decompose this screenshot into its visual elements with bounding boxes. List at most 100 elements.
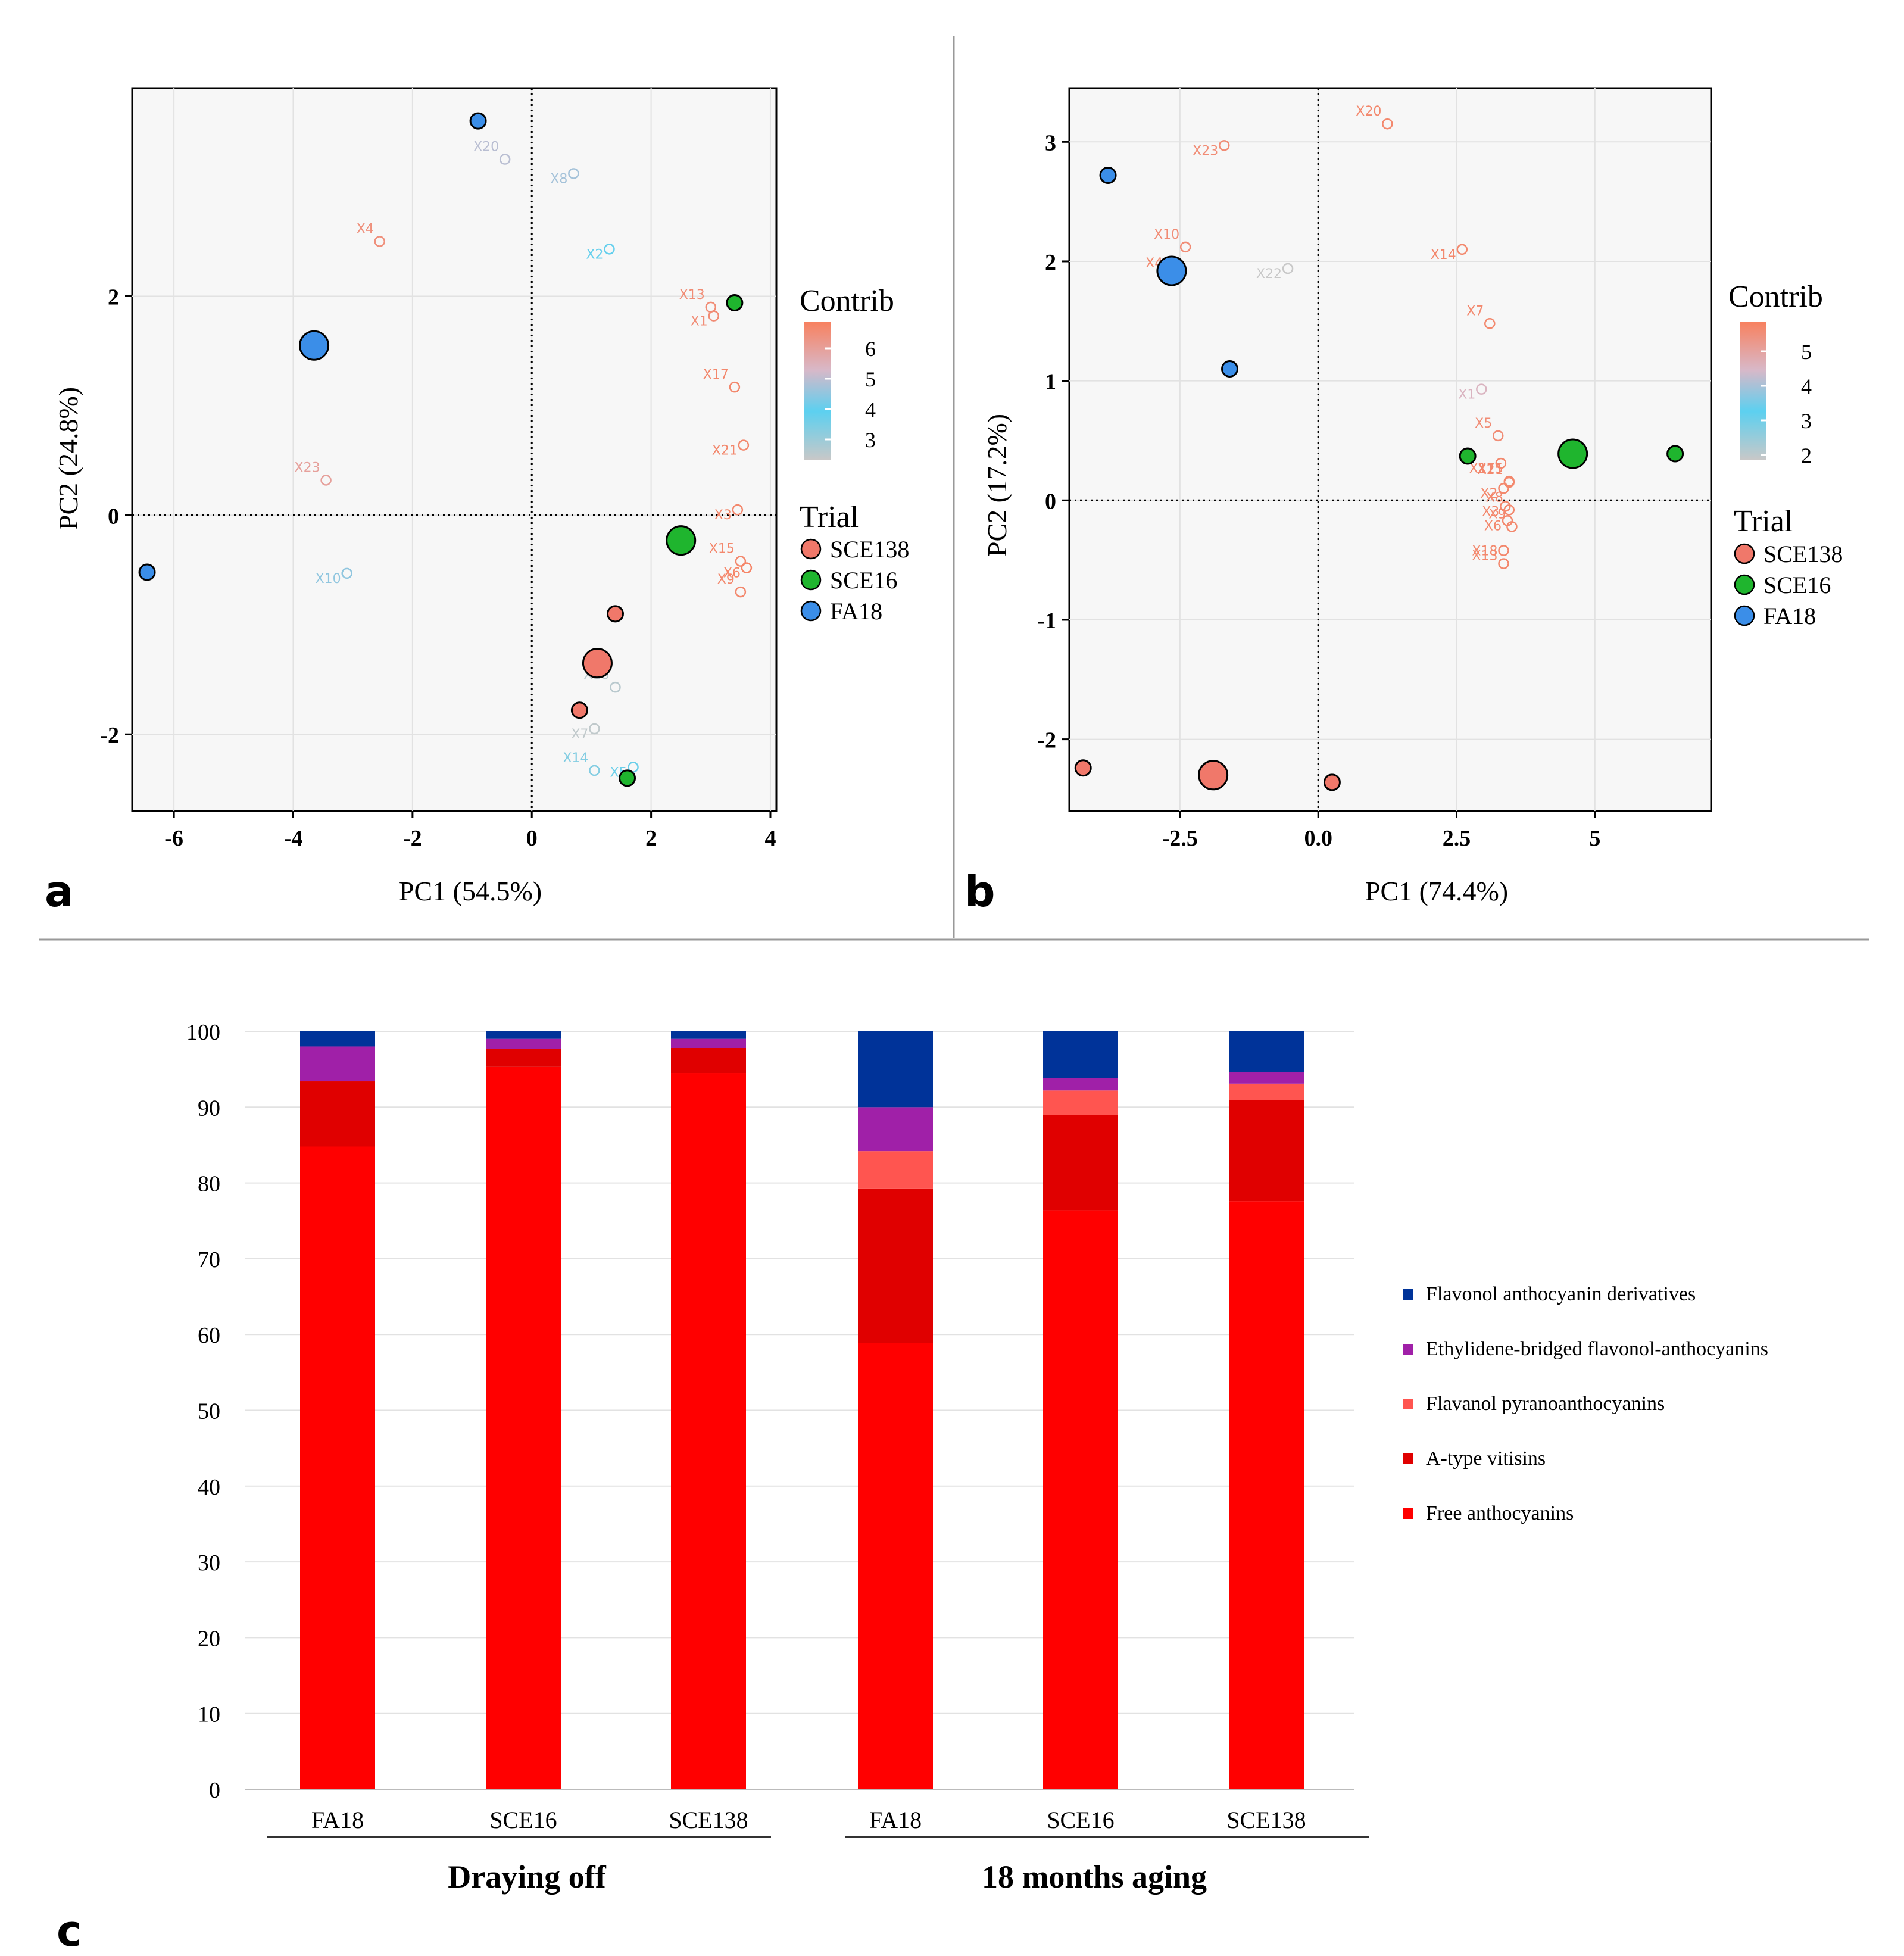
x-axis-label-a: PC1 (54.5%) xyxy=(399,876,542,906)
bar-segment xyxy=(1043,1210,1118,1789)
trial-legend-marker-fa18 xyxy=(1734,605,1755,626)
variables-b: X20X23X10X22X4X14X7X1X5X17X15X2X21X3X8X6… xyxy=(1145,104,1518,569)
y-tick-label: 80 xyxy=(198,1172,220,1197)
bar-segment xyxy=(1229,1072,1304,1084)
variable-label: X14 xyxy=(1431,248,1456,263)
trial-legend-marker-sce16 xyxy=(1734,574,1755,595)
variable-label: X21 xyxy=(712,444,738,458)
bar-segment xyxy=(486,1038,561,1049)
variable-point xyxy=(732,504,744,516)
y-tick-label: 0 xyxy=(209,1778,220,1803)
variable-label: X4 xyxy=(357,222,374,237)
ticks-b: -2.5 0.0 2.5 5 -2 -1 0 1 2 3 xyxy=(1037,130,1600,851)
variable-point xyxy=(1282,263,1294,274)
grid-c xyxy=(245,1031,1354,1790)
sample-point-fa18 xyxy=(138,563,156,581)
colorbar-tick-label: 4 xyxy=(1801,375,1812,398)
variable-label: X2 xyxy=(1480,486,1497,501)
sample-point-fa18 xyxy=(1221,360,1238,378)
colorbar-tick-label: 3 xyxy=(1801,409,1812,433)
sample-point-sce138 xyxy=(582,648,613,679)
sample-point-sce16 xyxy=(1557,438,1588,469)
x-tick-label: -4 xyxy=(284,826,303,851)
variable-label: X15 xyxy=(1478,461,1503,476)
variable-point xyxy=(735,586,747,598)
variable-label: X15 xyxy=(709,542,735,557)
samples-b xyxy=(1074,166,1684,791)
y-tick-label: 100 xyxy=(186,1020,220,1045)
variable-point xyxy=(374,236,386,247)
variable-label: X17 xyxy=(703,367,729,382)
colorbar-tick-label: 5 xyxy=(1801,340,1812,364)
x-tick-label: -2.5 xyxy=(1162,826,1198,851)
variable-label: X6 xyxy=(1484,519,1502,534)
legend-swatch xyxy=(1403,1289,1413,1300)
variable-point xyxy=(1179,241,1191,253)
variable-point xyxy=(341,567,352,579)
legend-label: Free anthocyanins xyxy=(1426,1502,1574,1524)
y-tick-label: 30 xyxy=(198,1551,220,1576)
variable-point xyxy=(1498,558,1509,569)
variable-point xyxy=(610,681,621,693)
y-tick-label: 50 xyxy=(198,1399,220,1424)
x-tick-label: 0 xyxy=(526,826,538,851)
trial-legend-title-b: Trial xyxy=(1734,504,1793,538)
bar-segment xyxy=(671,1048,746,1074)
variable-label: X5 xyxy=(1475,416,1492,431)
panel-label-b: b xyxy=(965,866,995,916)
bar-segment xyxy=(300,1081,375,1147)
legend-c: Flavonol anthocyanin derivatives Ethylide… xyxy=(1403,1283,1768,1524)
bar-segment xyxy=(1229,1100,1304,1202)
variable-label: X3 xyxy=(714,508,732,523)
variable-label: X21 xyxy=(1478,463,1503,478)
legend-label: Flavanol pyranoanthocyanins xyxy=(1426,1393,1665,1415)
variable-label: X10 xyxy=(316,572,341,587)
y-tick-label: -1 xyxy=(1037,609,1056,634)
legend-swatch xyxy=(1403,1508,1413,1519)
x-tick-label: SCE16 xyxy=(489,1807,557,1833)
bar-segment xyxy=(858,1188,933,1343)
legend-label: Ethylidene-bridged flavonol-anthocyanins xyxy=(1426,1338,1768,1360)
samples-a xyxy=(138,112,744,787)
variable-point xyxy=(1503,504,1515,516)
variable-point xyxy=(320,475,332,486)
variable-label: X1 xyxy=(1458,388,1475,403)
colorbar-tick-label: 3 xyxy=(865,428,876,452)
sample-point-sce16 xyxy=(666,525,697,556)
legend-swatch xyxy=(1403,1453,1413,1464)
trial-legend-label: SCE16 xyxy=(1763,572,1831,598)
legend-swatch xyxy=(1403,1344,1413,1355)
variable-point xyxy=(1495,457,1507,469)
y-tick-label: -2 xyxy=(1037,728,1056,753)
trial-legend-title-a: Trial xyxy=(800,500,859,534)
variable-label: X8 xyxy=(1486,490,1503,505)
variable-point xyxy=(1506,521,1518,532)
variable-label: X7 xyxy=(571,727,588,742)
x-tick-label: 2 xyxy=(645,826,657,851)
bar-segment xyxy=(300,1046,375,1082)
sample-point-sce16 xyxy=(1459,447,1477,465)
y-tick-label: 1 xyxy=(1045,370,1056,395)
variable-point xyxy=(568,168,579,179)
x-tick-label: 2.5 xyxy=(1443,826,1471,851)
trial-legend-marker-sce138 xyxy=(800,538,822,560)
variable-point xyxy=(1498,482,1509,494)
x-tick-label: FA18 xyxy=(311,1807,364,1833)
colorbar-tick-label: 4 xyxy=(865,398,876,422)
variable-label: X9 xyxy=(1488,507,1506,522)
sample-point-sce16 xyxy=(1666,445,1684,463)
trial-legend-label: SCE138 xyxy=(830,536,909,563)
variable-label: X10 xyxy=(1154,227,1179,242)
y-tick-label: 0 xyxy=(1045,489,1056,514)
contrib-legend-title-a: Contrib xyxy=(800,284,894,318)
x-tick-label: SCE138 xyxy=(669,1807,748,1833)
variable-label: X6 xyxy=(723,566,741,581)
variable-point xyxy=(1498,545,1509,556)
variable-label: X13 xyxy=(679,288,705,302)
trial-legend-marker-fa18 xyxy=(800,600,822,622)
variable-point xyxy=(499,154,511,165)
bar-segment xyxy=(1043,1115,1118,1211)
variable-label: X13 xyxy=(1472,549,1497,564)
colorbar-tick-label: 2 xyxy=(1801,444,1812,467)
